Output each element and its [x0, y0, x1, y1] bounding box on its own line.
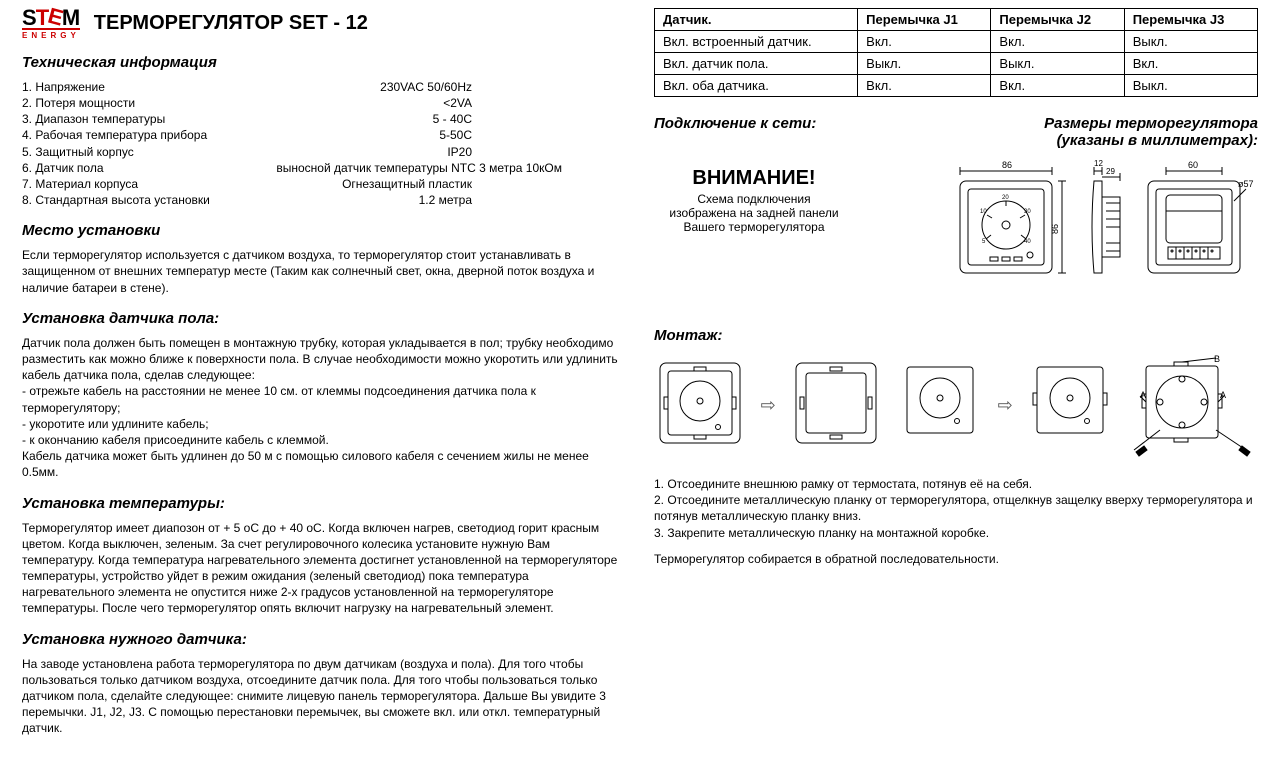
- spec-value: <2VA: [222, 95, 622, 111]
- mount-step-icon: [654, 357, 746, 453]
- table-cell: Выкл.: [1124, 75, 1257, 97]
- dim-label: ø57: [1238, 179, 1254, 189]
- mount-step-icon: [1027, 357, 1113, 453]
- arrow-icon: ⇨: [761, 395, 776, 416]
- dim-label: 29: [1106, 167, 1115, 176]
- table-row: Вкл. датчик пола.Выкл.Выкл.Вкл.: [655, 53, 1258, 75]
- arrow-icon: ⇨: [998, 395, 1013, 416]
- dim-label: 60: [1188, 160, 1198, 170]
- spec-key: 3. Диапазон температуры: [22, 111, 222, 127]
- sensor-sel-body: На заводе установлена работа терморегуля…: [22, 656, 622, 737]
- table-header: Перемычка J3: [1124, 9, 1257, 31]
- spec-row: 2. Потеря мощности<2VA: [22, 95, 622, 111]
- warning-box: ВНИМАНИЕ! Схема подключения изображена н…: [654, 167, 854, 234]
- spec-value: выносной датчик температуры NTC 3 метра …: [222, 160, 622, 176]
- table-cell: Выкл.: [1124, 31, 1257, 53]
- table-cell: Вкл.: [858, 31, 991, 53]
- table-header: Перемычка J1: [858, 9, 991, 31]
- table-cell: Вкл. оба датчика.: [655, 75, 858, 97]
- logo-letter: S: [22, 5, 36, 30]
- dial-mark: 30: [1024, 209, 1031, 215]
- spec-row: 1. Напряжение230VAC 50/60Hz: [22, 79, 622, 95]
- logo-mark: STEM ENERGY: [22, 8, 80, 40]
- jumper-table: Датчик.Перемычка J1Перемычка J2Перемычка…: [654, 8, 1258, 97]
- spec-key: 7. Материал корпуса: [22, 176, 222, 192]
- dim-label: 86: [1002, 160, 1012, 170]
- mount-header: Монтаж:: [654, 327, 1258, 344]
- mount-step-icon: [790, 357, 882, 453]
- install-place-header: Место установки: [22, 222, 622, 239]
- table-cell: Вкл. датчик пола.: [655, 53, 858, 75]
- dial-mark: 5: [982, 239, 986, 245]
- table-cell: Вкл. встроенный датчик.: [655, 31, 858, 53]
- table-cell: Вкл.: [858, 75, 991, 97]
- spec-row: 7. Материал корпусаОгнезащитный пластик: [22, 176, 622, 192]
- sensor-sel-header: Установка нужного датчика:: [22, 631, 622, 648]
- mount-step: Отсоедините внешнюю рамку от термостата,…: [654, 476, 1258, 492]
- temp-set-header: Установка температуры:: [22, 495, 622, 512]
- spec-key: 1. Напряжение: [22, 79, 222, 95]
- spec-key: 4. Рабочая температура прибора: [22, 127, 222, 143]
- dial-mark: 10: [980, 209, 987, 215]
- logo-block: STEM ENERGY ТЕРМОРЕГУЛЯТОР SET - 12: [22, 8, 622, 40]
- table-cell: Вкл.: [991, 75, 1124, 97]
- spec-key: 6. Датчик пола: [22, 160, 222, 176]
- conn-header: Подключение к сети:: [654, 115, 816, 149]
- table-cell: Вкл.: [1124, 53, 1257, 75]
- install-place-body: Если терморегулятор используется с датчи…: [22, 247, 622, 296]
- table-row: Вкл. встроенный датчик.Вкл.Вкл.Выкл.: [655, 31, 1258, 53]
- spec-row: 3. Диапазон температуры5 - 40C: [22, 111, 622, 127]
- spec-row: 6. Датчик полавыносной датчик температур…: [22, 160, 622, 176]
- table-header: Перемычка J2: [991, 9, 1124, 31]
- dim-label: 86: [1050, 224, 1060, 234]
- table-header: Датчик.: [655, 9, 858, 31]
- dial-mark: 40: [1024, 239, 1031, 245]
- spec-key: 5. Защитный корпус: [22, 144, 222, 160]
- spec-key: 2. Потеря мощности: [22, 95, 222, 111]
- mount-step: Отсоедините металлическую планку от терм…: [654, 492, 1258, 524]
- spec-value: 5-50C: [222, 127, 622, 143]
- product-title: ТЕРМОРЕГУЛЯТОР SET - 12: [94, 12, 368, 35]
- mount-footer: Терморегулятор собирается в обратной пос…: [654, 551, 1258, 567]
- spec-key: 8. Стандартная высота установки: [22, 192, 222, 208]
- table-cell: Выкл.: [991, 53, 1124, 75]
- spec-row: 4. Рабочая температура прибора5-50C: [22, 127, 622, 143]
- mount-diagram-row: ⇨ ⇨ A: [654, 352, 1258, 458]
- dial-mark: 20: [1002, 195, 1009, 201]
- spec-value: 5 - 40C: [222, 111, 622, 127]
- floor-sensor-header: Установка датчика пола:: [22, 310, 622, 327]
- spec-value: IP20: [222, 144, 622, 160]
- warning-title: ВНИМАНИЕ!: [654, 167, 854, 190]
- spec-row: 5. Защитный корпусIP20: [22, 144, 622, 160]
- dimensions-diagram: 86 86 5 10 20 30 40: [946, 159, 1258, 299]
- mount-step-icon: [897, 357, 983, 453]
- dim-label: 12: [1094, 159, 1103, 168]
- mount-label: B: [1214, 354, 1220, 364]
- table-cell: Вкл.: [991, 31, 1124, 53]
- mount-steps-list: Отсоедините внешнюю рамку от термостата,…: [654, 476, 1258, 541]
- floor-sensor-body: Датчик пола должен быть помещен в монтаж…: [22, 335, 622, 481]
- table-cell: Выкл.: [858, 53, 991, 75]
- table-row: Вкл. оба датчика.Вкл.Вкл.Выкл.: [655, 75, 1258, 97]
- dim-front-view: 86 86 5 10 20 30 40: [946, 159, 1066, 299]
- spec-value: 1.2 метра: [222, 192, 622, 208]
- specs-list: 1. Напряжение230VAC 50/60Hz2. Потеря мощ…: [22, 79, 622, 209]
- temp-set-body: Терморегулятор имеет диапозон от + 5 oC …: [22, 520, 622, 617]
- spec-value: Огнезащитный пластик: [222, 176, 622, 192]
- dim-side-view: 12 29: [1072, 159, 1132, 299]
- dim-back-view: 60 ø57: [1138, 159, 1258, 299]
- mount-step-icon: A A B: [1128, 352, 1258, 458]
- spec-row: 8. Стандартная высота установки1.2 метра: [22, 192, 622, 208]
- tech-info-header: Техническая информация: [22, 54, 622, 71]
- warning-body: Схема подключения изображена на задней п…: [654, 192, 854, 234]
- spec-value: 230VAC 50/60Hz: [222, 79, 622, 95]
- dims-header: Размеры терморегулятора (указаны в милли…: [1044, 115, 1258, 149]
- mount-step: Закрепите металлическую планку на монтаж…: [654, 525, 1258, 541]
